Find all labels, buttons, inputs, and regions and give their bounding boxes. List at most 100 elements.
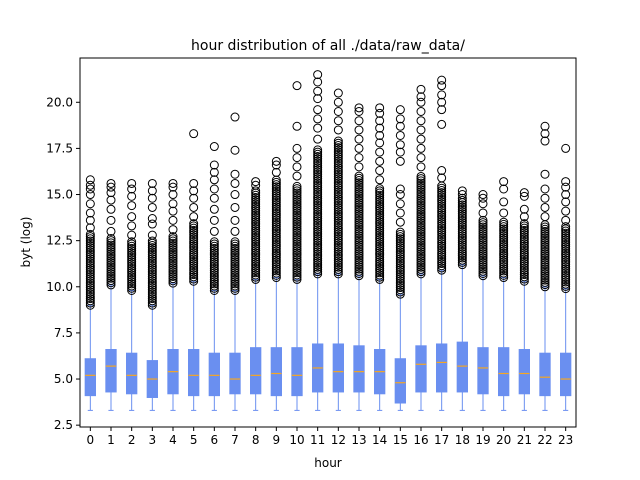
outlier-point bbox=[106, 262, 116, 272]
outlier-point bbox=[437, 243, 447, 253]
outlier-point bbox=[519, 191, 529, 201]
outlier-point bbox=[437, 97, 447, 107]
outlier-point bbox=[416, 220, 426, 230]
outlier-point bbox=[561, 242, 571, 252]
outlier-point bbox=[437, 219, 447, 229]
x-tick-label: 1 bbox=[107, 433, 115, 447]
outlier-point bbox=[333, 154, 343, 164]
outlier-point bbox=[106, 271, 116, 281]
outlier-point bbox=[251, 180, 261, 190]
outlier-point bbox=[416, 260, 426, 270]
box bbox=[84, 358, 96, 397]
outlier-point bbox=[106, 178, 116, 188]
outlier-point bbox=[271, 224, 281, 234]
outlier-point bbox=[375, 230, 385, 240]
outlier-point bbox=[561, 215, 571, 225]
outlier-point bbox=[271, 167, 281, 177]
outlier-point bbox=[437, 199, 447, 209]
outlier-point bbox=[292, 239, 302, 249]
outlier-point bbox=[519, 252, 529, 262]
outlier-point bbox=[333, 205, 343, 215]
outlier-point bbox=[333, 187, 343, 197]
outlier-point bbox=[561, 143, 571, 153]
outlier-point bbox=[540, 226, 550, 236]
outlier-point bbox=[375, 252, 385, 262]
outlier-point bbox=[313, 178, 323, 188]
outlier-point bbox=[333, 256, 343, 266]
outlier-point bbox=[251, 221, 261, 231]
outlier-point bbox=[395, 263, 405, 273]
outlier-point bbox=[168, 269, 178, 279]
outlier-point bbox=[375, 195, 385, 205]
outlier-point bbox=[313, 242, 323, 252]
outlier-point bbox=[540, 129, 550, 139]
outlier-point bbox=[85, 208, 95, 218]
outlier-point bbox=[251, 239, 261, 249]
outlier-point bbox=[437, 119, 447, 129]
outlier-point bbox=[437, 259, 447, 269]
outlier-point bbox=[375, 235, 385, 245]
outlier-point bbox=[561, 230, 571, 240]
outlier-point bbox=[251, 248, 261, 258]
outlier-point bbox=[519, 270, 529, 280]
outlier-point bbox=[375, 190, 385, 200]
outlier-point bbox=[416, 207, 426, 217]
outlier-point bbox=[395, 249, 405, 259]
outlier-point bbox=[457, 213, 467, 223]
outlier-point bbox=[416, 227, 426, 237]
outlier-point bbox=[457, 224, 467, 234]
outlier-point bbox=[540, 277, 550, 287]
outlier-point bbox=[292, 121, 302, 131]
outlier-point bbox=[147, 269, 157, 279]
outlier-point bbox=[395, 245, 405, 255]
outlier-point bbox=[395, 285, 405, 295]
x-tick-label: 5 bbox=[190, 433, 198, 447]
outlier-point bbox=[395, 276, 405, 286]
outlier-point bbox=[478, 233, 488, 243]
outlier-point bbox=[375, 156, 385, 166]
outlier-point bbox=[519, 234, 529, 244]
outlier-point bbox=[457, 222, 467, 232]
outlier-point bbox=[313, 147, 323, 157]
outlier-point bbox=[561, 277, 571, 287]
outlier-point bbox=[519, 272, 529, 282]
outlier-point bbox=[251, 190, 261, 200]
outlier-point bbox=[292, 254, 302, 264]
outlier-point bbox=[416, 162, 426, 172]
outlier-point bbox=[416, 92, 426, 102]
outlier-point bbox=[313, 176, 323, 186]
outlier-point bbox=[127, 259, 137, 269]
box bbox=[291, 347, 303, 397]
outlier-point bbox=[189, 219, 199, 229]
outlier-point bbox=[313, 222, 323, 232]
outlier-point bbox=[333, 238, 343, 248]
outlier-point bbox=[313, 229, 323, 239]
outlier-point bbox=[230, 252, 240, 262]
outlier-point bbox=[147, 186, 157, 196]
outlier-point bbox=[230, 239, 240, 249]
outlier-point bbox=[354, 244, 364, 254]
outlier-point bbox=[395, 243, 405, 253]
outlier-point bbox=[478, 251, 488, 261]
outlier-point bbox=[313, 240, 323, 250]
outlier-point bbox=[333, 189, 343, 199]
outlier-point bbox=[333, 245, 343, 255]
outlier-point bbox=[313, 264, 323, 274]
outlier-point bbox=[271, 268, 281, 278]
outlier-point bbox=[168, 240, 178, 250]
outlier-point bbox=[251, 204, 261, 214]
outlier-point bbox=[85, 180, 95, 190]
outlier-point bbox=[209, 243, 219, 253]
outlier-point bbox=[292, 268, 302, 278]
outlier-point bbox=[457, 190, 467, 200]
outlier-point bbox=[85, 243, 95, 253]
outlier-point bbox=[457, 246, 467, 256]
outlier-point bbox=[457, 231, 467, 241]
outlier-point bbox=[375, 272, 385, 282]
outlier-point bbox=[333, 160, 343, 170]
outlier-point bbox=[271, 184, 281, 194]
outlier-point bbox=[292, 188, 302, 198]
outlier-point bbox=[85, 223, 95, 233]
box bbox=[188, 349, 200, 397]
outlier-point bbox=[561, 281, 571, 291]
